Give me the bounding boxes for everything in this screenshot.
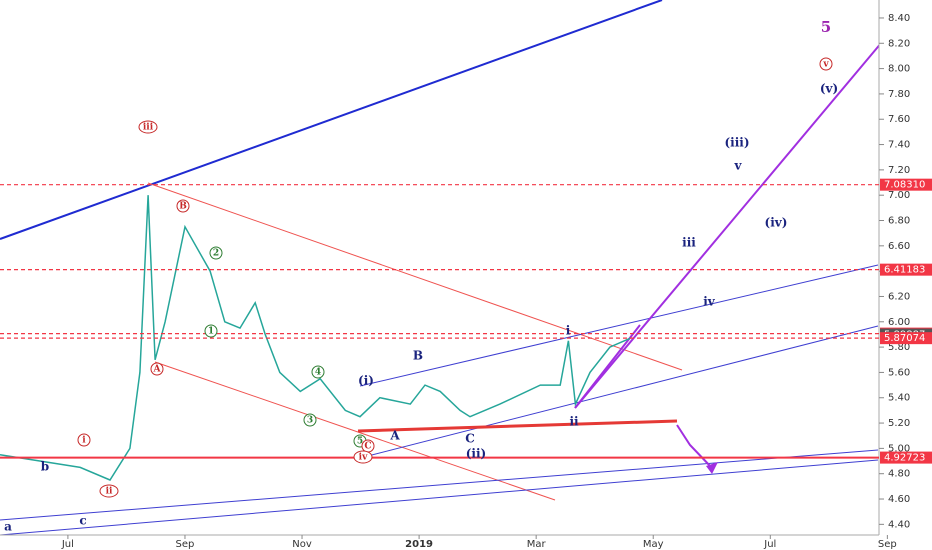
y-tick-label: 6.60 [888,241,910,252]
annotation: v [734,159,743,173]
annotation-circle [176,199,190,213]
annotation: ii [106,487,113,497]
annotation: 2 [213,249,219,259]
annotation-circle [311,365,325,379]
y-tick-label: 7.80 [888,89,910,100]
x-tick-label: Jul [763,539,776,550]
y-tick-label: 4.60 [888,494,910,505]
y-tick-label: 8.00 [888,64,910,75]
x-tick-label: Jul [61,539,74,550]
y-tick-label: 6.80 [888,216,910,227]
annotation: 4 [315,368,321,378]
level-label-box [880,178,932,191]
annotation: (ii) [466,447,486,461]
drawings [0,0,883,536]
annotation: b [41,460,49,474]
annotation: B [179,202,187,212]
annotation: 3 [307,416,313,426]
annotation: A [389,429,400,443]
trend-line [0,449,879,521]
annotation: 1 [208,327,214,337]
y-tick-label: 4.40 [888,519,910,530]
y-tick-label: 6.20 [888,291,910,302]
annotation: v [822,60,829,70]
y-tick-label: 7.40 [888,140,910,151]
annotation: C [364,442,371,452]
annotation: iii [143,123,154,133]
y-tick-label: 5.60 [888,367,910,378]
support-line [357,419,678,433]
x-tick-label: Mar [527,539,547,550]
level-label-box [880,332,932,345]
annotation: i [82,436,86,446]
annotation: B [413,349,423,363]
price-line [0,195,631,481]
x-tick-label: May [643,539,664,550]
level-label: 4.92723 [884,453,925,464]
annotation: A [153,365,162,375]
x-tick-label: Sep [878,539,897,550]
annotation-circle [138,120,158,134]
annotation-circle [150,362,164,376]
x-tick-label: 2019 [405,539,433,550]
annotation-circle [204,324,218,338]
level-label: 7.08310 [884,180,925,191]
annotation: 5 [821,18,831,36]
trend-line [0,459,879,536]
y-tick-label: 7.20 [888,165,910,176]
annotation-circle [303,413,317,427]
annotation: (v) [820,82,838,96]
channel-line [359,264,879,387]
annotation-circle [353,450,373,464]
y-tick-label: 7.60 [888,114,910,125]
annotation: (iv) [765,216,788,230]
y-tick-label: 7.00 [888,190,910,201]
annotation: ii [569,415,579,429]
x-tick-label: Nov [292,539,312,550]
level-label-box [880,451,932,464]
annotation-circle [77,433,91,447]
level-label: 6.41183 [884,265,925,276]
y-tick-label: 5.00 [888,443,910,454]
y-tick-label: 5.20 [888,418,910,429]
projection-line [574,41,883,409]
channel-line [154,361,556,501]
annotation: iv [703,295,716,309]
x-tick-label: Sep [176,539,195,550]
annotation-circle [819,57,833,71]
channel-line [359,325,879,459]
annotation: C [465,432,475,446]
annotation-circle [209,246,223,260]
level-label: 5.87074 [884,333,925,344]
annotation: (iii) [724,136,749,150]
annotation: c [79,514,86,528]
y-tick-label: 6.00 [888,317,910,328]
annotation: 5 [357,437,363,447]
annotation: iv [359,453,368,463]
arrow-head [706,462,718,474]
annotation: (i) [358,374,374,388]
y-tick-label: 4.80 [888,469,910,480]
annotation: i [566,324,571,338]
annotation-circle [99,484,119,498]
annotation: a [4,520,12,534]
y-tick-label: 5.80 [888,342,910,353]
level-label-box [880,263,932,276]
arrow [676,424,713,469]
y-tick-label: 5.40 [888,393,910,404]
channel-line [147,182,683,371]
annotation: iii [682,236,696,250]
trend-line [0,0,663,240]
y-tick-label: 8.40 [888,13,910,24]
y-tick-label: 8.20 [888,38,910,49]
